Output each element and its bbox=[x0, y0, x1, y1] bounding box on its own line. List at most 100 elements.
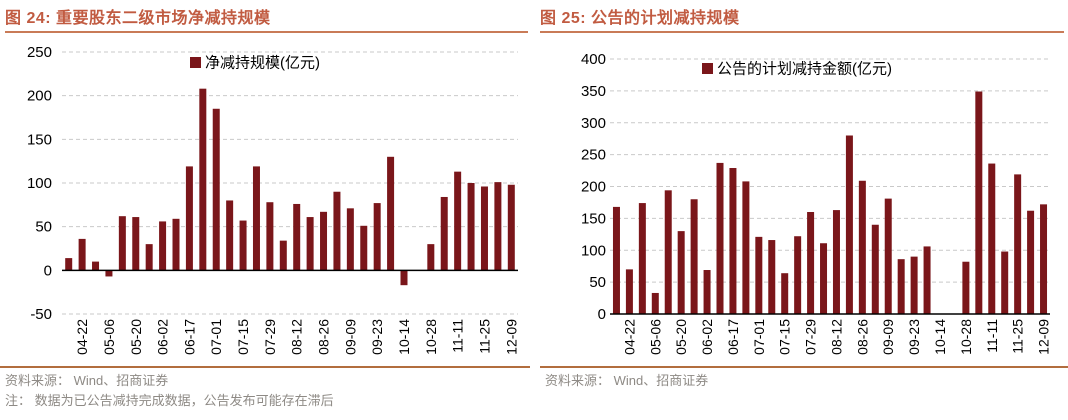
bar bbox=[910, 256, 918, 314]
x-axis-tick-label: 07-29 bbox=[262, 319, 278, 355]
y-axis-tick-label: 250 bbox=[27, 44, 52, 61]
bar bbox=[172, 218, 180, 271]
x-axis-tick-label: 06-02 bbox=[155, 319, 171, 355]
bar bbox=[159, 221, 167, 271]
bar bbox=[306, 217, 314, 271]
bar bbox=[677, 231, 685, 314]
x-axis-tick-label: 10-14 bbox=[396, 319, 412, 355]
bar bbox=[467, 183, 475, 271]
bar bbox=[897, 259, 905, 314]
x-axis-tick-label: 08-12 bbox=[828, 319, 844, 355]
figure-25-title: 图 25: 公告的计划减持规模 bbox=[540, 0, 1064, 33]
y-axis-tick-label: 200 bbox=[27, 88, 52, 105]
x-axis-tick-label: 10-28 bbox=[423, 319, 439, 355]
bar bbox=[820, 243, 828, 314]
x-axis-tick-label: 07-15 bbox=[777, 319, 793, 355]
bar bbox=[78, 238, 86, 271]
x-axis-tick-label: 10-14 bbox=[932, 319, 948, 355]
x-axis-tick-label: 08-26 bbox=[316, 319, 332, 355]
x-axis-tick-label: 04-22 bbox=[74, 319, 90, 355]
legend-label: 公告的计划减持金额(亿元) bbox=[717, 61, 892, 78]
x-axis-tick-label: 09-09 bbox=[880, 319, 896, 355]
x-axis-tick-label: 07-29 bbox=[803, 319, 819, 355]
bar bbox=[923, 246, 931, 314]
bar bbox=[962, 261, 970, 314]
bar bbox=[703, 270, 711, 314]
y-axis-tick-label: -50 bbox=[30, 306, 52, 323]
bar bbox=[239, 220, 247, 271]
x-axis-tick-label: 11-11 bbox=[450, 319, 466, 353]
y-axis-tick-label: 100 bbox=[581, 242, 606, 259]
x-axis-tick-label: 08-12 bbox=[289, 319, 305, 355]
bar bbox=[145, 244, 153, 271]
bar bbox=[1001, 251, 1009, 314]
bar bbox=[185, 166, 193, 271]
x-axis-tick-label: 11-11 bbox=[984, 319, 1000, 353]
planned-reduction-bar-chart: 0 50 100 150 200 250 300 350 400 04-22 05-06 05-20 0… bbox=[581, 51, 1052, 355]
x-axis-tick-label: 05-06 bbox=[647, 319, 663, 355]
bar bbox=[651, 292, 659, 314]
x-axis-tick-label: 06-17 bbox=[181, 319, 197, 355]
y-axis-tick-label: 400 bbox=[581, 51, 606, 68]
figure-25-source: 资料来源： Wind、招商证券 bbox=[545, 373, 709, 388]
y-axis-tick-label: 100 bbox=[27, 175, 52, 192]
bar bbox=[845, 135, 853, 314]
y-axis-tick-label: 150 bbox=[581, 210, 606, 227]
x-axis-tick-label: 05-20 bbox=[128, 319, 144, 355]
bar bbox=[664, 190, 672, 314]
bar bbox=[507, 184, 515, 271]
x-axis-tick-label: 07-15 bbox=[235, 319, 251, 355]
bar bbox=[105, 270, 113, 277]
x-axis-tick-label: 12-09 bbox=[503, 319, 519, 355]
y-axis-tick-label: 250 bbox=[581, 147, 606, 164]
bar bbox=[884, 198, 892, 314]
x-axis-tick-label: 06-02 bbox=[699, 319, 715, 355]
bar bbox=[975, 91, 983, 314]
x-axis-tick-label: 10-28 bbox=[958, 319, 974, 355]
bar bbox=[1040, 204, 1048, 314]
y-axis-tick-label: 350 bbox=[581, 83, 606, 100]
bar bbox=[1014, 174, 1022, 314]
bar bbox=[729, 168, 737, 314]
bar bbox=[279, 240, 287, 271]
bar bbox=[346, 208, 354, 271]
bar bbox=[832, 210, 840, 314]
figure-24-panel: 图 24: 重要股东二级市场净减持规模 -50 0 50 100 150 200 250 04… bbox=[0, 10, 530, 408]
bar bbox=[988, 163, 996, 314]
bar bbox=[199, 88, 207, 271]
bar bbox=[716, 162, 724, 314]
bar bbox=[690, 199, 698, 314]
bar bbox=[612, 206, 620, 314]
bar bbox=[427, 244, 435, 271]
bar bbox=[768, 240, 776, 314]
x-axis-tick-label: 06-17 bbox=[725, 319, 741, 355]
figure-24-footer: 资料来源： Wind、招商证券 bbox=[0, 366, 530, 389]
x-axis-tick-label: 09-23 bbox=[906, 319, 922, 355]
figure-25-footer: 资料来源： Wind、招商证券 bbox=[540, 366, 1068, 389]
bar bbox=[1027, 210, 1035, 314]
bar bbox=[373, 203, 381, 271]
bar bbox=[755, 236, 763, 314]
y-axis-tick-label: 300 bbox=[581, 115, 606, 132]
bar bbox=[320, 211, 328, 271]
x-axis-tick-label: 07-01 bbox=[208, 319, 224, 355]
bar bbox=[807, 212, 815, 314]
bar bbox=[226, 200, 234, 271]
bar bbox=[293, 203, 301, 271]
bar bbox=[252, 166, 260, 271]
bar bbox=[118, 216, 126, 271]
y-axis-tick-label: 0 bbox=[598, 306, 606, 323]
y-axis-tick-label: 50 bbox=[35, 219, 52, 236]
bar bbox=[858, 180, 866, 314]
y-axis-tick-label: 200 bbox=[581, 179, 606, 196]
y-axis-tick-label: 50 bbox=[589, 274, 606, 291]
y-axis-tick-label: 150 bbox=[27, 131, 52, 148]
bar bbox=[454, 171, 462, 271]
x-axis-tick-label: 08-26 bbox=[854, 319, 870, 355]
x-axis-tick-label: 05-06 bbox=[101, 319, 117, 355]
legend-marker bbox=[190, 57, 201, 68]
bar bbox=[400, 270, 408, 286]
x-axis-tick-label: 09-09 bbox=[342, 319, 358, 355]
bar bbox=[638, 203, 646, 314]
x-axis-tick-label: 12-09 bbox=[1036, 319, 1052, 355]
